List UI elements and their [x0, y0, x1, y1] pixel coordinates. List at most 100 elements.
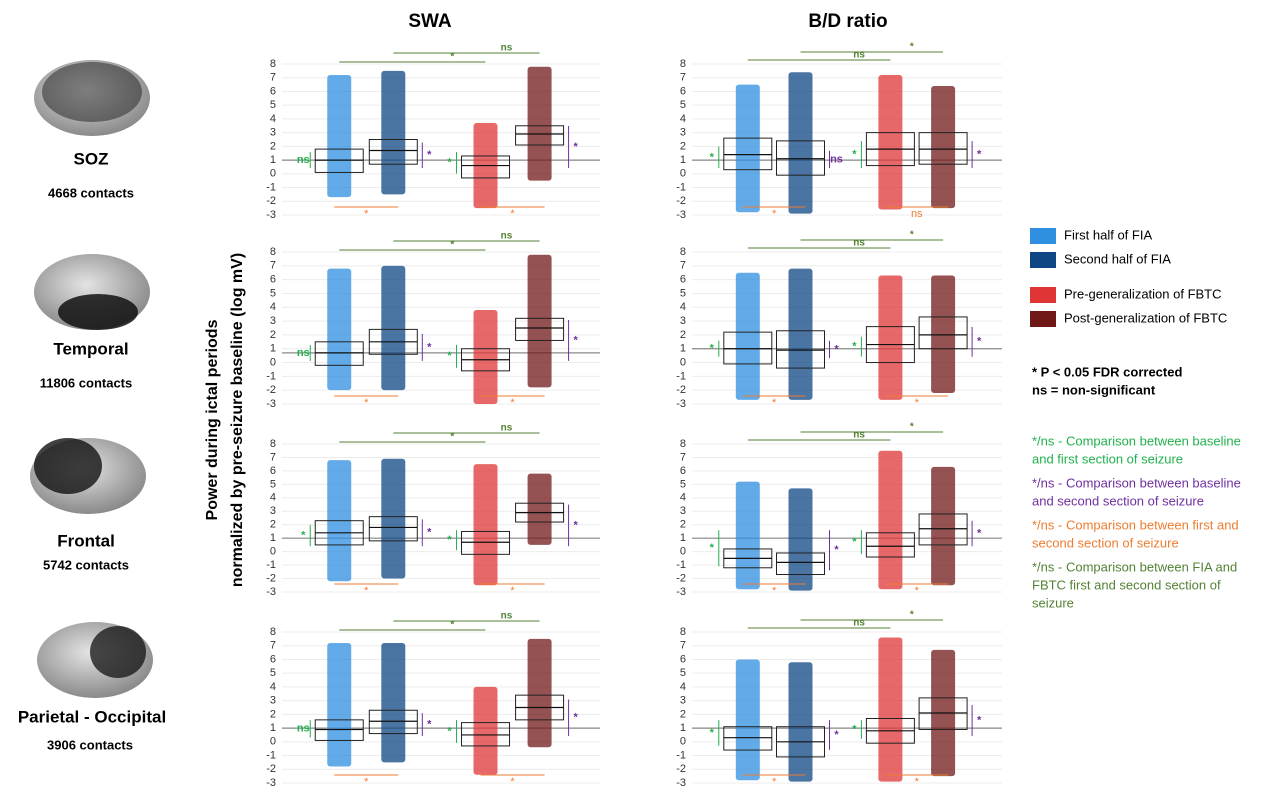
data-strip: [789, 662, 813, 781]
y-tick-label: -2: [676, 384, 686, 396]
data-strip: [736, 273, 760, 400]
comparison-note: seizure: [1032, 595, 1074, 610]
significance-label: *: [834, 729, 839, 741]
y-tick-label: 6: [680, 465, 686, 477]
significance-label: ns: [830, 153, 843, 165]
comparison-note: */ns - Comparison between baseline: [1032, 475, 1241, 490]
region-contacts: 3906 contacts: [47, 737, 133, 752]
significance-label: *: [772, 397, 777, 409]
y-tick-label: -2: [266, 763, 276, 775]
significance-label: *: [834, 343, 839, 355]
y-tick-label: -1: [266, 559, 276, 571]
y-tick-label: 3: [270, 315, 276, 327]
data-strip: [789, 72, 813, 213]
y-tick-label: -1: [266, 749, 276, 761]
y-axis-label: Power during ictal periods: [204, 319, 221, 520]
y-tick-label: 8: [270, 246, 276, 258]
y-tick-label: 7: [680, 451, 686, 463]
y-tick-label: 8: [270, 626, 276, 638]
y-tick-label: 6: [270, 85, 276, 97]
y-tick-label: 3: [680, 315, 686, 327]
y-tick-label: 4: [270, 113, 276, 125]
region-name: Frontal: [57, 531, 115, 550]
y-tick-label: 4: [270, 492, 276, 504]
column-title: SWA: [408, 11, 452, 32]
y-tick-label: 6: [270, 465, 276, 477]
y-tick-label: 2: [270, 140, 276, 152]
data-strip: [381, 643, 405, 762]
significance-label: *: [364, 585, 369, 597]
y-tick-label: -2: [266, 572, 276, 584]
y-tick-label: 8: [680, 58, 686, 70]
y-tick-label: -1: [676, 559, 686, 571]
data-strip: [736, 482, 760, 590]
significance-label: *: [447, 725, 452, 737]
legend-label: Pre-generalization of FBTC: [1064, 286, 1222, 301]
significance-label: *: [447, 157, 452, 169]
data-strip: [474, 310, 498, 404]
y-tick-label: 4: [680, 113, 686, 125]
y-tick-label: 5: [270, 478, 276, 490]
significance-label: ns: [501, 423, 513, 434]
y-tick-label: -3: [676, 398, 686, 410]
y-tick-label: 0: [270, 356, 276, 368]
significance-label: ns: [501, 231, 513, 242]
y-tick-label: -1: [676, 181, 686, 193]
y-tick-label: 6: [270, 274, 276, 286]
significance-label: *: [710, 542, 715, 554]
data-strip: [474, 687, 498, 775]
significance-label: ns: [297, 723, 310, 735]
y-tick-label: 6: [680, 653, 686, 665]
y-tick-label: 7: [270, 451, 276, 463]
comparison-note: */ns - Comparison between FIA and: [1032, 559, 1237, 574]
data-strip: [878, 637, 902, 781]
data-strip: [878, 275, 902, 399]
y-tick-label: 1: [680, 343, 686, 355]
significance-label: *: [427, 341, 432, 353]
significance-label: *: [510, 585, 515, 597]
y-tick-label: -3: [676, 777, 686, 789]
y-tick-label: 1: [270, 343, 276, 355]
legend-label: Second half of FIA: [1064, 251, 1171, 266]
figure: SOZ 4668 contacts Temporal 11806 contact…: [0, 0, 1270, 789]
y-tick-label: -2: [676, 763, 686, 775]
y-tick-label: 8: [680, 626, 686, 638]
y-tick-label: 3: [680, 127, 686, 139]
y-tick-label: 5: [680, 478, 686, 490]
y-tick-label: 1: [270, 722, 276, 734]
significance-label: *: [915, 585, 920, 597]
y-tick-label: 8: [680, 246, 686, 258]
y-tick-label: 0: [270, 736, 276, 748]
significance-label: *: [977, 527, 982, 539]
data-strip: [381, 266, 405, 390]
significance-label: *: [852, 723, 857, 735]
y-tick-label: 1: [680, 722, 686, 734]
y-tick-label: 5: [270, 287, 276, 299]
significance-label: *: [910, 42, 914, 53]
significance-label: *: [510, 208, 515, 220]
y-tick-label: 0: [680, 736, 686, 748]
comparison-note: FBTC first and second section of: [1032, 577, 1221, 592]
data-strip: [736, 659, 760, 780]
significance-label: ns: [853, 50, 865, 61]
y-tick-label: -2: [266, 384, 276, 396]
data-strip: [736, 85, 760, 213]
y-tick-label: 1: [680, 532, 686, 544]
significance-label: *: [364, 208, 369, 220]
significance-label: *: [710, 343, 715, 355]
data-strip: [789, 488, 813, 590]
y-tick-label: -2: [266, 195, 276, 207]
y-tick-label: 2: [270, 329, 276, 341]
y-tick-label: 2: [680, 519, 686, 531]
y-tick-label: -1: [266, 181, 276, 193]
significance-label: ns: [501, 611, 513, 622]
significance-label: *: [427, 719, 432, 731]
y-tick-label: -3: [266, 398, 276, 410]
y-tick-label: 3: [680, 505, 686, 517]
y-tick-label: 5: [680, 667, 686, 679]
significance-label: *: [427, 149, 432, 161]
y-tick-label: 7: [270, 72, 276, 84]
comparison-note: */ns - Comparison between baseline: [1032, 433, 1241, 448]
y-tick-label: -1: [676, 749, 686, 761]
data-strip: [327, 75, 351, 197]
